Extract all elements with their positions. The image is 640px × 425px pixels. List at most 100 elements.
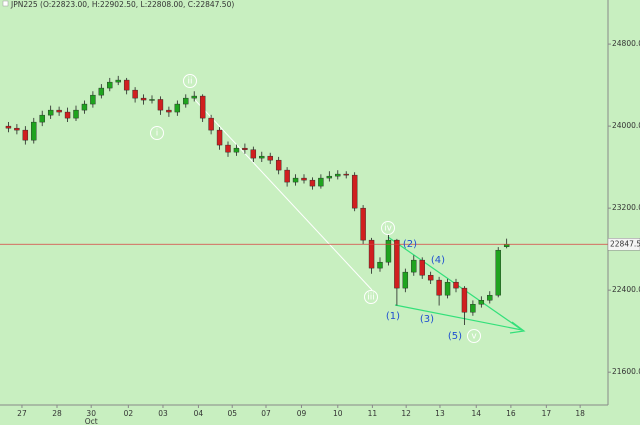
candle-body [157,99,164,111]
candle-body [39,114,45,123]
candle-body [31,121,37,141]
y-tick-label: 23200.00 [612,203,640,212]
wave-label: iv [384,224,393,234]
last-price-label: 22847.50 [610,239,640,248]
y-tick-label: 24000.00 [612,121,640,130]
wave-circle [467,329,481,343]
candle-body [343,173,349,176]
symbol-icon [2,0,9,7]
candle-body [487,294,493,301]
candle-body [335,173,341,177]
candle-body [275,159,282,171]
candle-body [360,207,366,241]
candle-body [326,175,333,179]
candle-body [225,144,231,153]
candle-body [149,99,155,101]
candle-body [14,127,20,131]
x-tick-label: 04 [194,409,204,418]
x-tick-label: 30 [86,409,96,418]
candle-body [199,95,206,119]
candle-body [377,261,383,269]
candle-body [115,79,121,83]
candle-body [47,109,54,116]
candle-body [81,103,88,111]
candle-body [132,89,138,99]
candle-body [411,259,417,273]
x-tick-label: 28 [52,409,62,418]
candle-body [73,109,79,119]
x-tick-label: 16 [506,409,516,418]
wave-label: ii [187,77,192,87]
wave-label: iii [367,293,375,303]
wave-circle [183,74,197,88]
x-tick-label: 12 [401,409,411,418]
y-tick-label: 22400.00 [612,285,640,294]
candle-body [90,94,96,105]
candle-body [436,279,442,296]
candle-body [461,287,468,313]
x-tick-label: 09 [297,409,307,418]
candle-body [318,177,324,187]
wave-count-label: (2) [403,239,417,250]
wave-count-label: (3) [420,314,434,325]
x-tick-label: 03 [158,409,168,418]
wave-label: i [156,129,159,139]
candle-body [123,79,130,91]
candle-body [64,111,71,119]
candle-body [495,249,501,296]
x-tick-label: 02 [124,409,134,418]
candle-body [233,147,240,153]
candle-body [242,147,248,150]
trend-line [194,99,373,291]
candle-body [427,274,434,281]
candle-body [267,155,273,161]
candle-body [216,129,223,146]
candle-body [453,281,459,289]
wave-count-label: (4) [431,255,445,266]
x-tick-label: 27 [17,409,27,418]
candle-body [166,109,172,113]
x-tick-label: 05 [227,409,237,418]
candle-body [98,87,105,96]
candle-body [259,155,265,159]
candle-body [309,179,316,187]
y-tick-label: 21600.00 [612,367,640,376]
wave-label: v [471,332,477,342]
wave-circle [381,221,395,235]
candle-body [470,304,476,313]
candle-body [56,109,62,113]
wedge-line [394,304,523,331]
candle-body [419,259,425,276]
x-tick-label: 10 [333,409,343,418]
candle-body [208,117,214,131]
candle-body [478,300,485,305]
candle-body [5,125,12,129]
candle-body [351,174,358,209]
candle-body [402,271,409,289]
x-tick-label: 07 [261,409,271,418]
x-tick-label: 17 [542,409,552,418]
x-tick-label: 18 [575,409,585,418]
candle-body [250,149,257,159]
wave-circle [364,290,378,304]
candle-body [191,95,197,99]
candle-body [368,239,375,269]
candle-body [292,177,299,183]
wave-count-label: (5) [448,331,462,342]
candle-body [107,81,113,89]
x-tick-sublabel: Oct [85,417,98,425]
candle-body [385,239,392,263]
candle-body [284,169,290,183]
wave-count-label: (1) [386,311,400,322]
last-price-box [607,238,640,251]
arrow-head [509,321,526,334]
candle-body [444,281,451,296]
x-tick-label: 11 [368,409,378,418]
candle-body [174,103,181,113]
chart-title: JPN225 (O:22823.00, H:22902.50, L:22808.… [10,0,234,9]
x-tick-label: 13 [435,409,445,418]
candle-body [183,97,189,105]
y-tick-label: 24800.00 [612,39,640,48]
